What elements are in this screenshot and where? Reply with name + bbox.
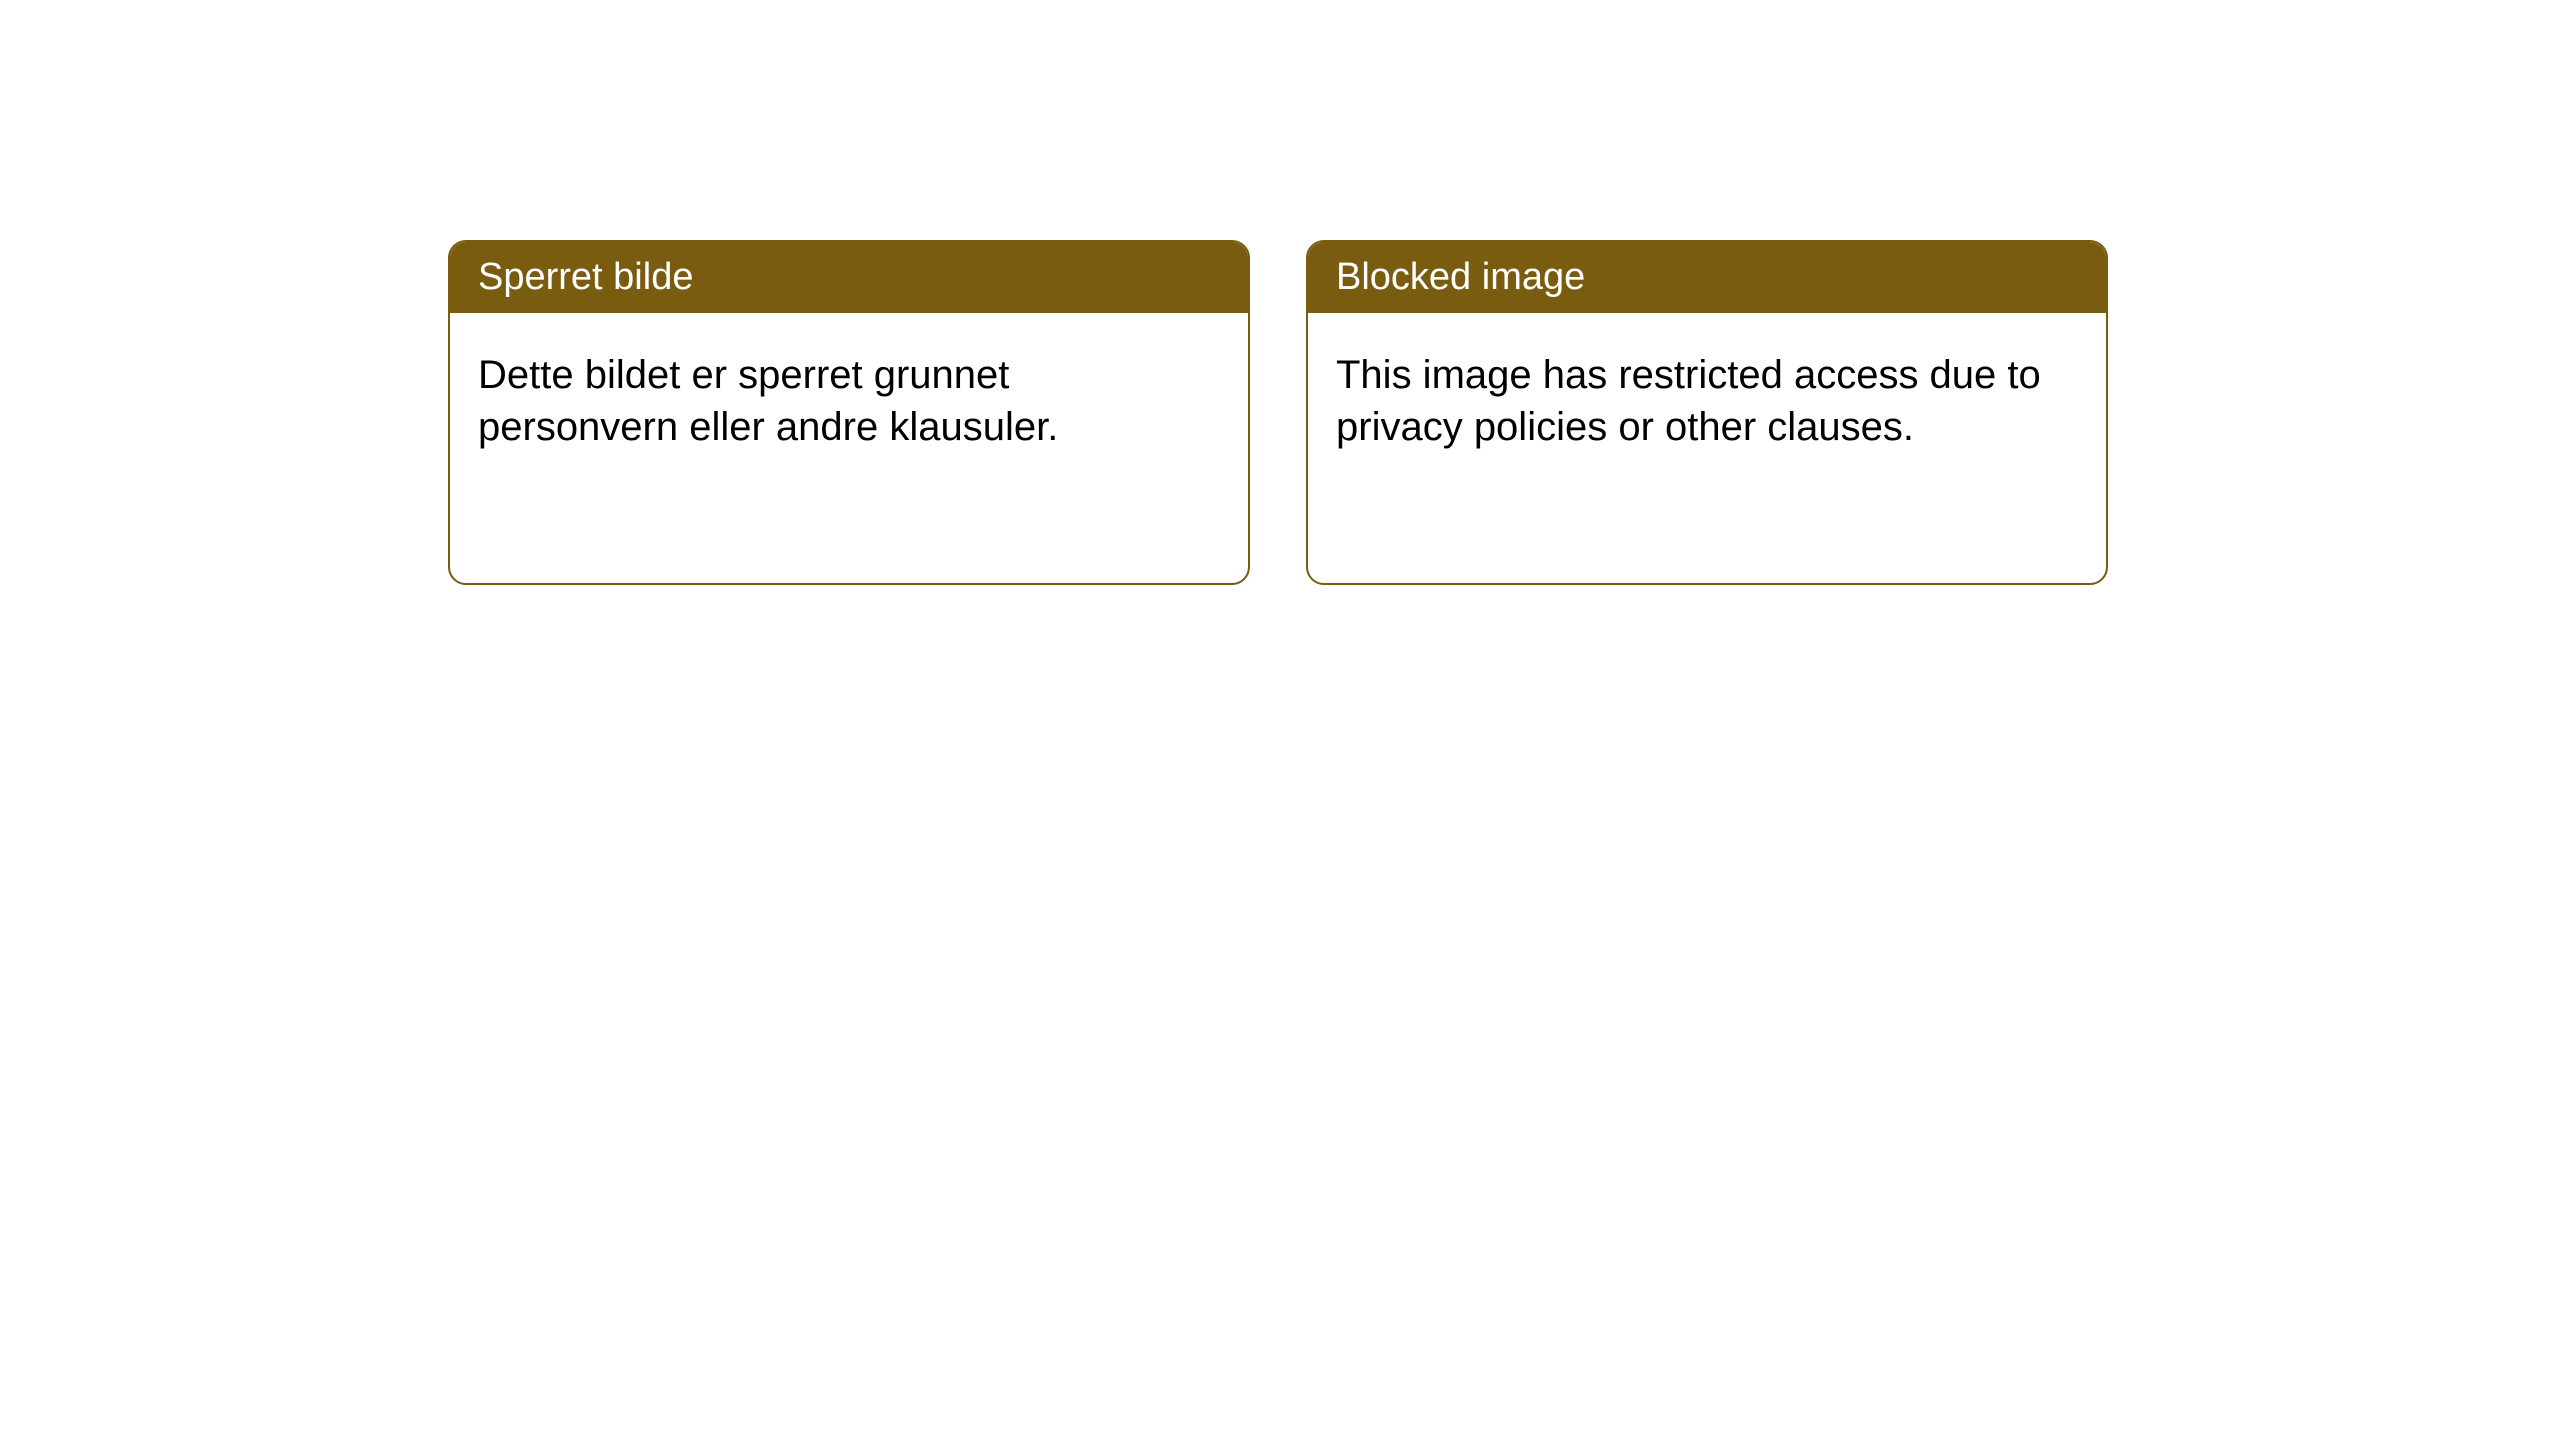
notice-card-no: Sperret bilde Dette bildet er sperret gr… [448,240,1250,585]
notice-card-header: Blocked image [1308,242,2106,313]
notice-card-en: Blocked image This image has restricted … [1306,240,2108,585]
notice-card-body: Dette bildet er sperret grunnet personve… [450,313,1248,583]
notice-card-body: This image has restricted access due to … [1308,313,2106,583]
notice-cards-container: Sperret bilde Dette bildet er sperret gr… [448,240,2108,585]
notice-card-header: Sperret bilde [450,242,1248,313]
